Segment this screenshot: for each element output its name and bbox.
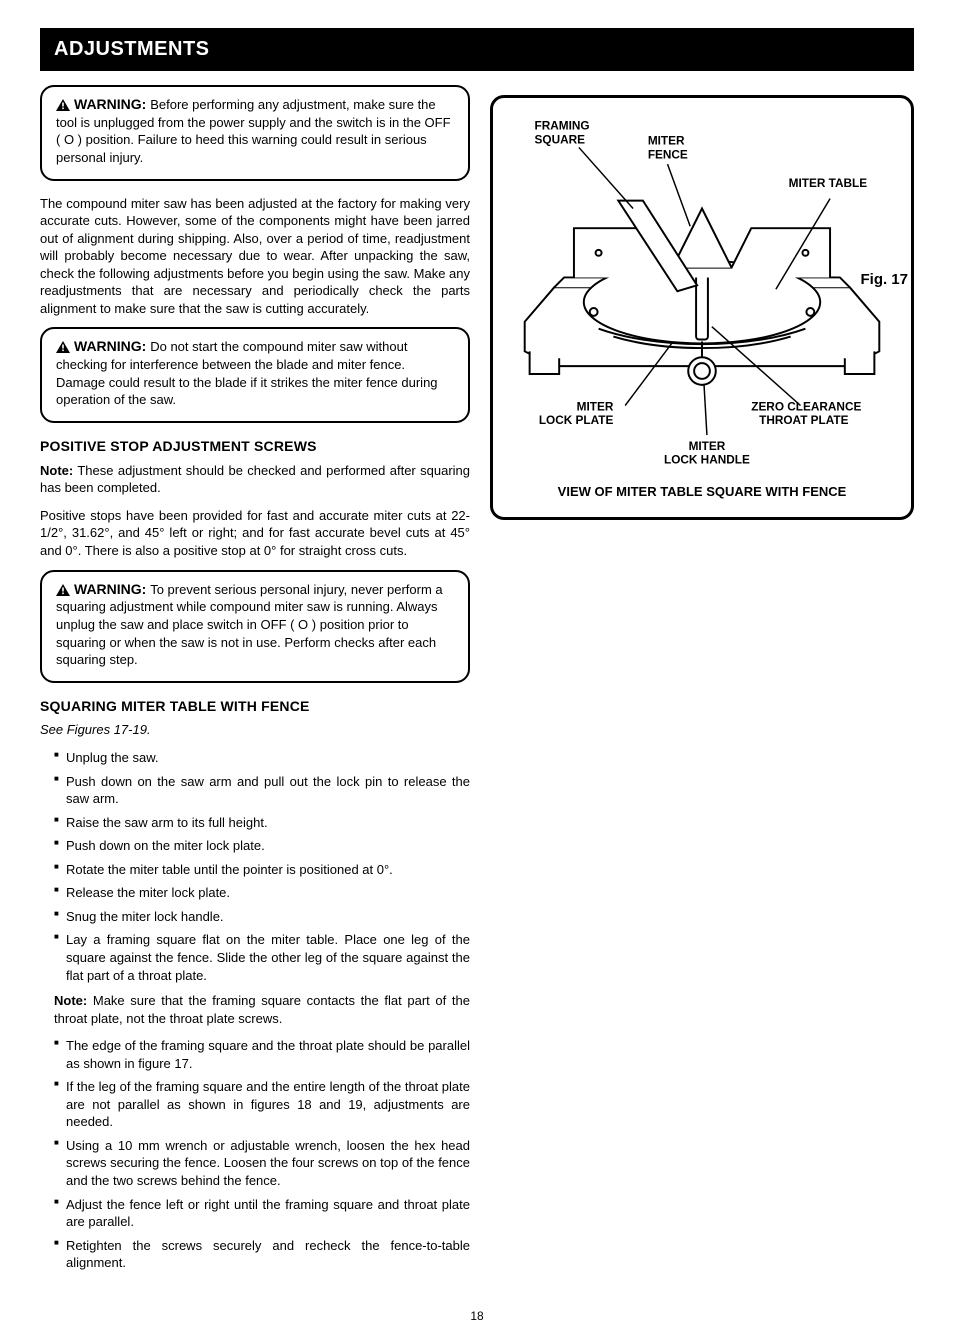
note-text: These adjustment should be checked and p… [40, 463, 470, 496]
label-framing-square: FRAMINGSQUARE [535, 119, 590, 147]
warning-box-1: WARNING: Before performing any adjustmen… [40, 85, 470, 181]
warning-icon [56, 584, 70, 596]
list-item: Push down on the saw arm and pull out th… [54, 773, 470, 808]
section-a-text: Positive stops have been provided for fa… [40, 507, 470, 560]
procedure-list: Unplug the saw. Push down on the saw arm… [40, 749, 470, 984]
list-item: Rotate the miter table until the pointer… [54, 861, 470, 879]
procedure-list-cont: The edge of the framing square and the t… [40, 1037, 470, 1272]
section-a-note: Note: These adjustment should be checked… [40, 462, 470, 497]
label-miter-lock-handle: MITERLOCK HANDLE [664, 439, 750, 465]
figure-17: FRAMINGSQUARE MITERFENCE MITER TABLE MIT… [490, 95, 914, 520]
list-item: Lay a framing square flat on the miter t… [54, 931, 470, 984]
warning-2-label: WARNING: [74, 338, 146, 354]
note-label: Note: [40, 463, 73, 478]
list-item: Retighten the screws securely and rechec… [54, 1237, 470, 1272]
figure-number: Fig. 17 [860, 270, 908, 290]
figure-caption: VIEW OF MITER TABLE SQUARE WITH FENCE [505, 483, 899, 501]
label-zero-clearance: ZERO CLEARANCETHROAT PLATE [751, 399, 861, 427]
list-item: Unplug the saw. [54, 749, 470, 767]
warning-1-label: WARNING: [74, 96, 146, 112]
miter-saw-diagram: FRAMINGSQUARE MITERFENCE MITER TABLE MIT… [505, 110, 899, 465]
warning-2-head: WARNING: [56, 338, 150, 354]
list-item: Release the miter lock plate. [54, 884, 470, 902]
warning-icon [56, 99, 70, 111]
list-item: Raise the saw arm to its full height. [54, 814, 470, 832]
label-miter-fence: MITERFENCE [648, 133, 688, 161]
list-item: Adjust the fence left or right until the… [54, 1196, 470, 1231]
list-item: Using a 10 mm wrench or adjustable wrenc… [54, 1137, 470, 1190]
page-number: 18 [40, 1308, 914, 1324]
list-item: The edge of the framing square and the t… [54, 1037, 470, 1072]
section-b-title: SQUARING MITER TABLE WITH FENCE [40, 697, 470, 716]
section-a-title: POSITIVE STOP ADJUSTMENT SCREWS [40, 437, 470, 456]
warning-3-label: WARNING: [74, 581, 146, 597]
intro-paragraph: The compound miter saw has been adjusted… [40, 195, 470, 318]
warning-box-3: WARNING: To prevent serious personal inj… [40, 570, 470, 683]
label-miter-lock-plate: MITERLOCK PLATE [539, 399, 614, 427]
section-header: ADJUSTMENTS [40, 28, 914, 71]
section-b-see: See Figures 17-19. [40, 721, 470, 739]
note-label: Note: [54, 993, 87, 1008]
list-item: If the leg of the framing square and the… [54, 1078, 470, 1131]
warning-1-head: WARNING: [56, 96, 150, 112]
warning-icon [56, 341, 70, 353]
note-text: Make sure that the framing square contac… [54, 993, 470, 1026]
list-item: Push down on the miter lock plate. [54, 837, 470, 855]
warning-3-head: WARNING: [56, 581, 150, 597]
list-item: Snug the miter lock handle. [54, 908, 470, 926]
list-note: Note: Make sure that the framing square … [40, 992, 470, 1027]
label-miter-table: MITER TABLE [789, 176, 868, 190]
warning-box-2: WARNING: Do not start the compound miter… [40, 327, 470, 423]
